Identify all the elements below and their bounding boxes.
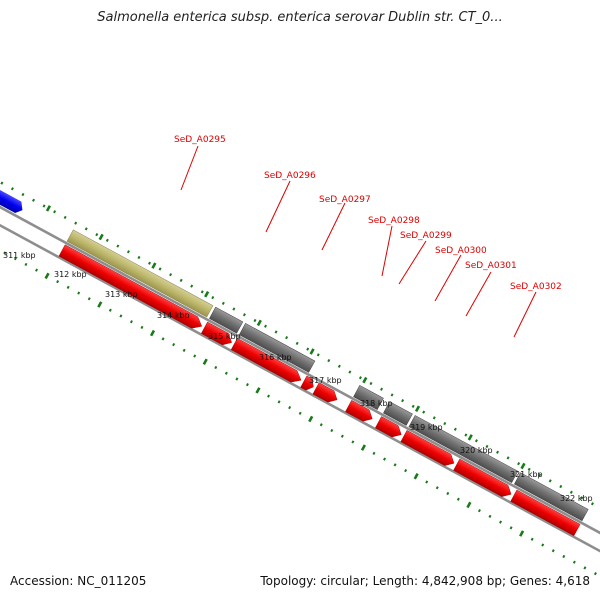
label-leader-lines: [180, 145, 537, 338]
inner-major-ticks: [44, 272, 525, 537]
gene-olive[interactable]: [66, 229, 214, 318]
genome-summary-text: Topology: circular; Length: 4,842,908 bp…: [260, 574, 590, 588]
gene-label[interactable]: SeD_A0299: [400, 231, 452, 241]
kbp-label: 317 kbp: [309, 376, 342, 385]
gene-gray-2[interactable]: [238, 322, 316, 373]
gene-red-7[interactable]: [375, 416, 404, 441]
kbp-labels: 311 kbp 312 kbp 313 kbp 314 kbp 315 kbp …: [3, 251, 593, 503]
kbp-label: 318 kbp: [360, 399, 393, 408]
gene-label[interactable]: SeD_A0300: [435, 246, 487, 256]
gene-gray-5[interactable]: [408, 415, 519, 483]
gene-labels: SeD_A0295 SeD_A0296 SeD_A0297 SeD_A0298 …: [174, 135, 562, 292]
outer-major-ticks: [45, 205, 526, 470]
gene-red-5[interactable]: [312, 382, 340, 406]
gene-gray-4[interactable]: [383, 401, 413, 426]
forward-genes[interactable]: [58, 244, 581, 537]
backbone: [0, 149, 600, 557]
inner-tick-track: [0, 182, 599, 577]
gene-label[interactable]: SeD_A0295: [174, 135, 226, 145]
gene-blue-2[interactable]: [0, 179, 26, 215]
gene-gray-1[interactable]: [209, 306, 244, 334]
gene-gray-6[interactable]: [514, 472, 589, 522]
kbp-label: 322 kbp: [560, 494, 593, 503]
gene-red-3[interactable]: [230, 337, 304, 386]
gene-label[interactable]: SeD_A0301: [465, 261, 517, 271]
gene-gray-3[interactable]: [353, 385, 384, 410]
kbp-label: 320 kbp: [460, 446, 493, 455]
gene-red-4[interactable]: [300, 375, 317, 393]
gene-label[interactable]: SeD_A0302: [510, 282, 562, 292]
kbp-label: 321 kbp: [510, 470, 543, 479]
gene-red-8[interactable]: [400, 430, 457, 469]
kbp-label: 314 kbp: [157, 311, 190, 320]
gene-red-10[interactable]: [510, 489, 581, 537]
kbp-label: 316 kbp: [259, 353, 292, 362]
gene-red-6[interactable]: [345, 400, 375, 424]
kbp-label: 315 kbp: [208, 332, 241, 341]
gene-red-9[interactable]: [453, 458, 515, 500]
gene-label[interactable]: SeD_A0298: [368, 216, 420, 226]
gene-label[interactable]: SeD_A0296: [264, 171, 316, 181]
outer-tick-track: [0, 129, 600, 524]
kbp-label: 311 kbp: [3, 251, 36, 260]
map-title: Salmonella enterica subsp. enterica sero…: [97, 10, 503, 25]
kbp-label: 319 kbp: [410, 423, 443, 432]
gene-red-2[interactable]: [201, 321, 234, 348]
accession-text: Accession: NC_011205: [10, 574, 147, 588]
gene-label[interactable]: SeD_A0297: [319, 195, 371, 205]
kbp-label: 313 kbp: [105, 290, 138, 299]
gene-red-1[interactable]: [58, 244, 205, 332]
kbp-label: 312 kbp: [54, 270, 87, 279]
